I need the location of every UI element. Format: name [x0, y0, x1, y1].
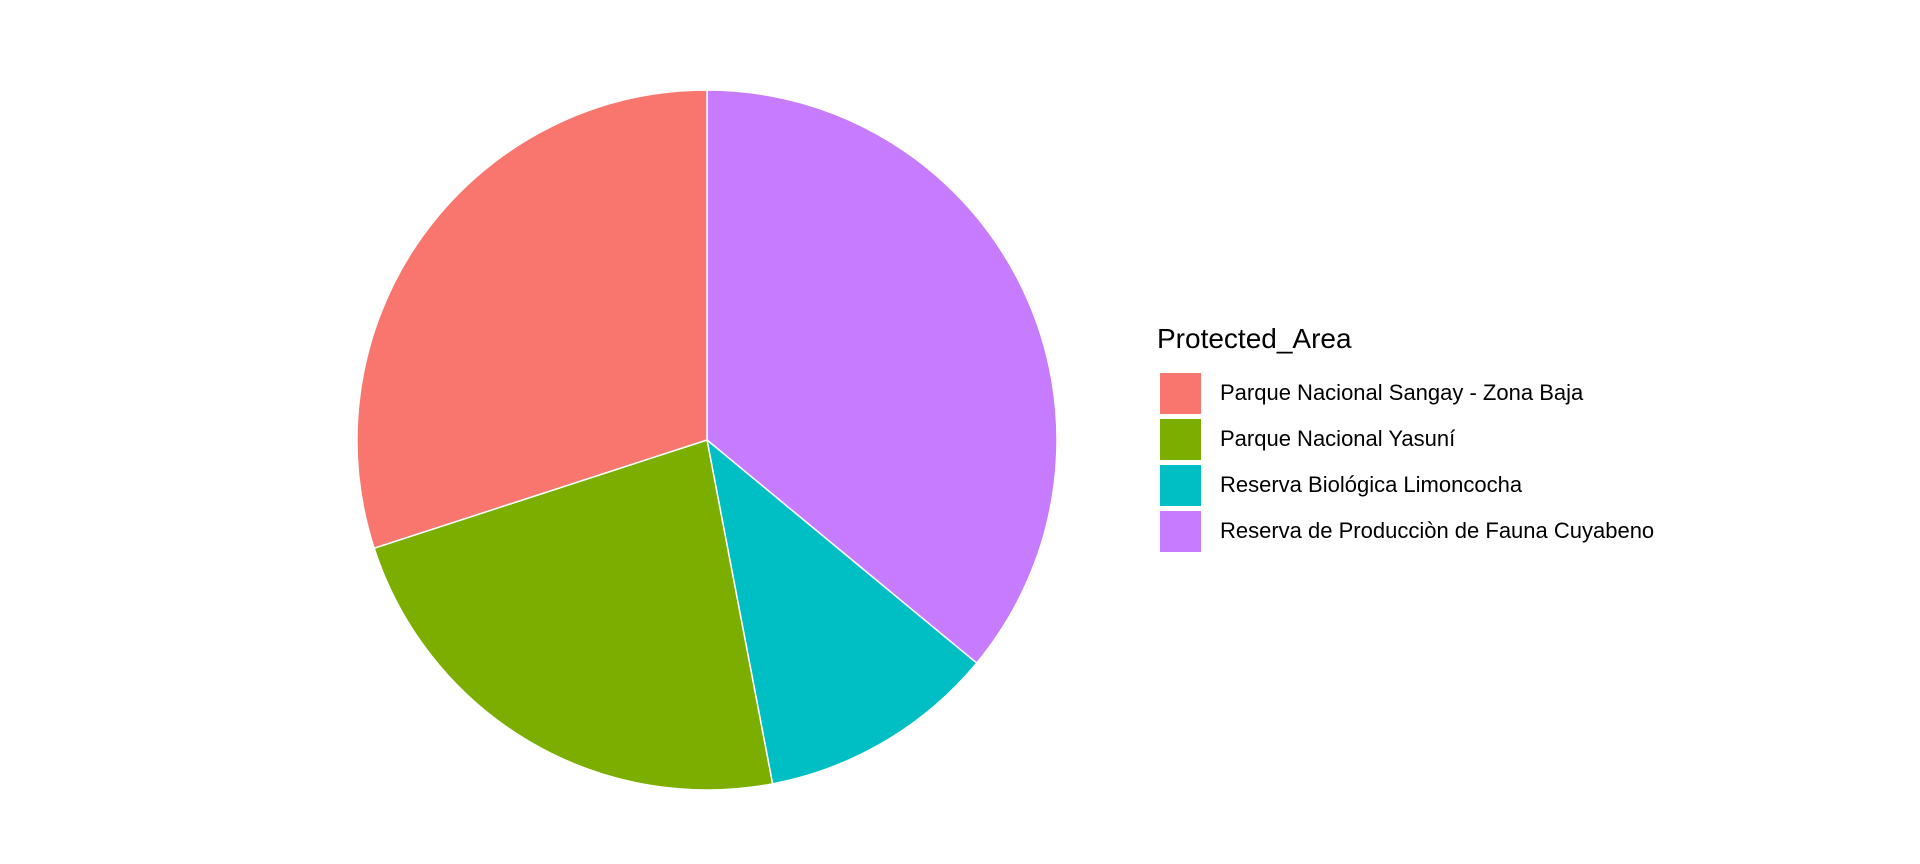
pie-slices: [356, 89, 1058, 791]
legend-item: Parque Nacional Yasuní: [1157, 416, 1654, 462]
pie-slice: [356, 89, 708, 549]
legend-swatch: [1160, 372, 1201, 414]
legend-item: Parque Nacional Sangay - Zona Baja: [1157, 370, 1654, 416]
pie-slice: [373, 439, 774, 791]
pie-slice: [706, 439, 978, 785]
legend-label: Parque Nacional Yasuní: [1220, 426, 1456, 451]
legend-label: Reserva Biológica Limoncocha: [1220, 472, 1523, 497]
legend-swatch: [1160, 418, 1201, 460]
legend-item: Reserva de Producciòn de Fauna Cuyabeno: [1157, 508, 1654, 554]
legend-label: Parque Nacional Sangay - Zona Baja: [1220, 380, 1584, 405]
legend-swatch: [1160, 510, 1201, 552]
legend: Protected_Area Parque Nacional Sangay - …: [1157, 322, 1654, 554]
pie-slice: [706, 89, 1058, 664]
legend-title: Protected_Area: [1157, 323, 1352, 354]
legend-label: Reserva de Producciòn de Fauna Cuyabeno: [1220, 518, 1655, 543]
legend-swatch: [1160, 464, 1201, 506]
legend-item: Reserva Biológica Limoncocha: [1157, 462, 1654, 508]
